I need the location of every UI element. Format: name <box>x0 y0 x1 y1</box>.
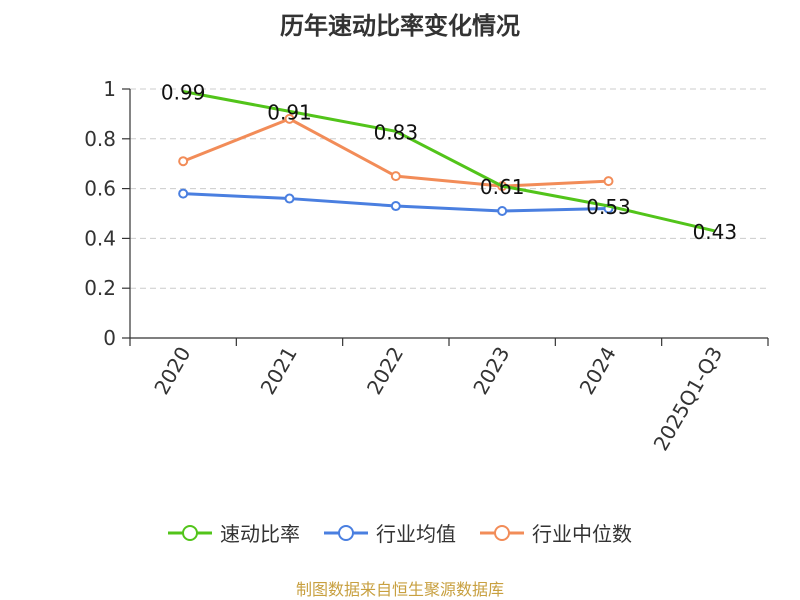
data-label-4: 0.53 <box>586 195 631 219</box>
y-tick-label-5: 1 <box>103 77 116 101</box>
legend-item-0[interactable]: 速动比率 <box>168 518 300 547</box>
series-2-point-0 <box>178 156 189 167</box>
x-tick-label-0: 2020 <box>149 343 195 399</box>
chart-title: 历年速动比率变化情况 <box>280 12 520 40</box>
series-2-point-2 <box>390 171 401 182</box>
series-1-point-2 <box>390 201 401 212</box>
series-line-0 <box>182 90 716 233</box>
legend-label-0: 速动比率 <box>220 522 300 546</box>
gridlines <box>130 88 768 289</box>
legend-label-2: 行业中位数 <box>532 522 632 546</box>
legend-marker-2 <box>494 524 510 541</box>
y-tick-label-4: 0.8 <box>84 127 116 151</box>
y-tick-label-1: 0.2 <box>84 276 116 300</box>
legend-item-1[interactable]: 行业均值 <box>324 518 456 547</box>
legend: 速动比率 行业均值 行业中位数 <box>0 518 800 547</box>
legend-swatch-2 <box>480 524 524 541</box>
x-tick-label-5: 2025Q1-Q3 <box>648 343 727 455</box>
x-tick-label-1: 2021 <box>256 343 302 399</box>
data-label-5: 0.43 <box>693 220 738 244</box>
legend-marker-1 <box>338 524 354 541</box>
y-tick-label-0: 0 <box>103 326 116 350</box>
axes: 0 0.2 0.4 0.6 0.8 1 2020 2021 2022 2023 2024 2025Q1… <box>84 77 769 455</box>
series-lines <box>178 90 716 233</box>
legend-label-1: 行业均值 <box>376 522 456 546</box>
x-tick-label-3: 2023 <box>468 342 514 398</box>
legend-marker-0 <box>182 524 198 541</box>
series-2-point-4 <box>603 176 614 187</box>
data-source-note: 制图数据来自恒生聚源数据库 <box>295 580 504 599</box>
x-tick-label-2: 2022 <box>362 343 408 399</box>
data-label-3: 0.61 <box>480 175 525 199</box>
x-tick-label-4: 2024 <box>575 343 621 399</box>
data-label-2: 0.83 <box>374 120 419 144</box>
series-2-point-1 <box>284 113 295 124</box>
series-1-point-3 <box>497 206 508 217</box>
legend-swatch-0 <box>168 524 212 541</box>
series-1-point-0 <box>178 188 189 199</box>
legend-swatch-1 <box>324 524 368 541</box>
data-label-0: 0.99 <box>161 80 206 104</box>
data-label-1: 0.91 <box>267 100 312 124</box>
y-tick-label-3: 0.6 <box>84 177 116 201</box>
legend-item-2[interactable]: 行业中位数 <box>480 518 632 547</box>
data-labels: 0.99 0.91 0.83 0.61 0.53 0.43 <box>161 80 737 243</box>
y-tick-label-2: 0.4 <box>84 226 116 250</box>
series-1-point-1 <box>284 193 295 204</box>
